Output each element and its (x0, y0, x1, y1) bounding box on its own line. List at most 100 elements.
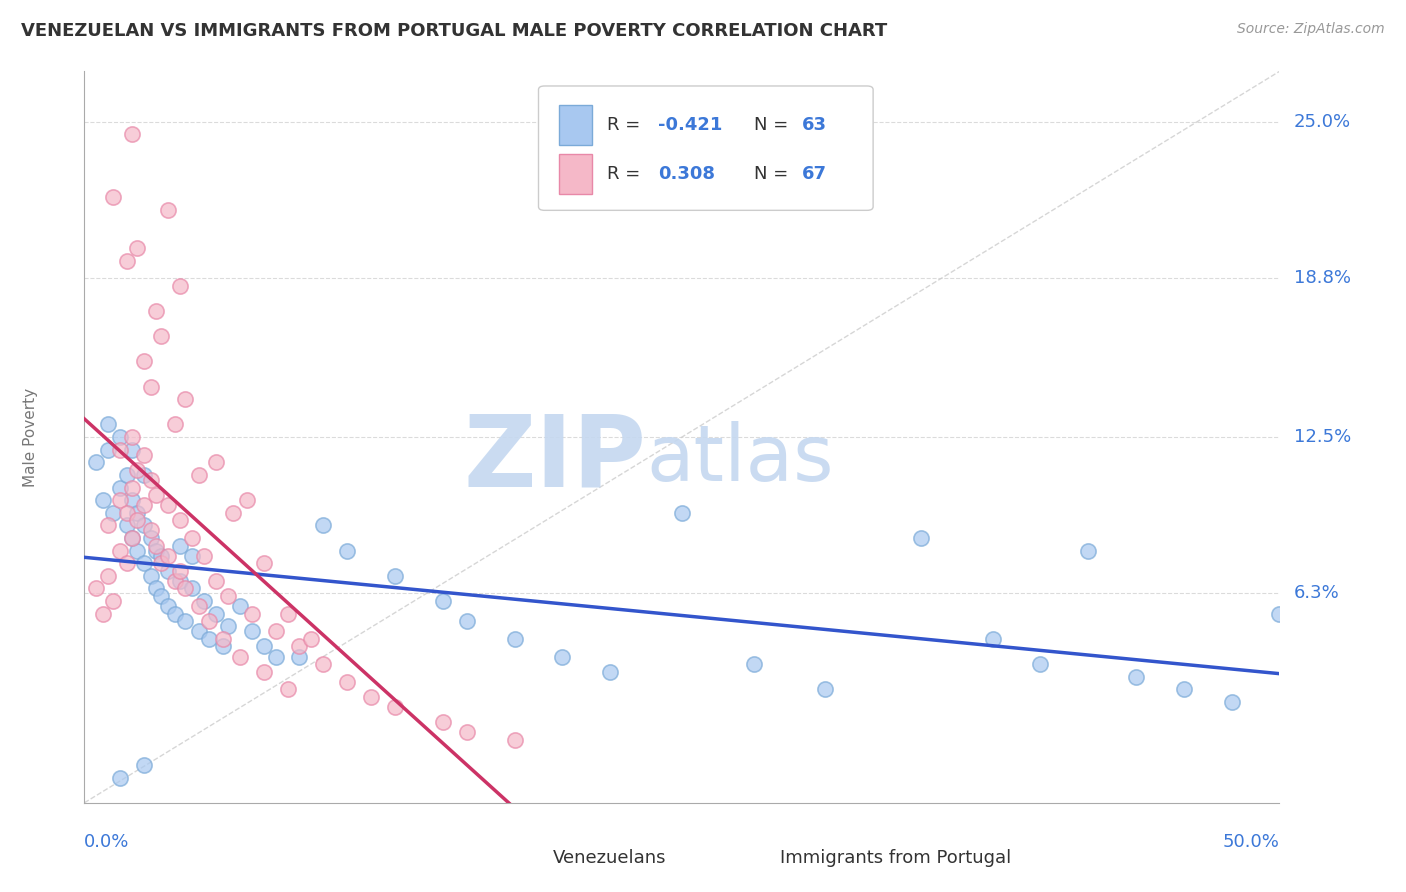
Point (149, 549, 172, 563)
Point (173, 392, 195, 407)
Point (910, 531, 932, 545)
Point (301, 632, 323, 646)
Text: Venezuelans: Venezuelans (553, 848, 666, 867)
Point (132, 448, 156, 462)
Text: N =: N = (754, 116, 793, 134)
Point (132, 467, 156, 482)
Point (157, 498, 180, 512)
Point (101, 506, 124, 520)
Point (117, 518, 139, 533)
Point (165, 574, 187, 588)
Point (1125, 670, 1147, 684)
Point (157, 564, 180, 578)
Point (117, 556, 139, 570)
Point (1268, 607, 1291, 621)
Point (288, 640, 311, 654)
Point (97, 417, 120, 432)
Point (336, 543, 359, 558)
Point (188, 624, 211, 639)
Point (181, 549, 204, 563)
Text: 67: 67 (801, 165, 827, 183)
Point (125, 506, 148, 520)
Point (432, 715, 454, 730)
Point (121, 493, 143, 508)
Text: 25.0%: 25.0% (1294, 112, 1351, 131)
Bar (558, 104, 592, 145)
Point (132, 518, 156, 533)
Text: 12.5%: 12.5% (1294, 428, 1351, 446)
Point (93, 493, 115, 508)
Point (456, 725, 478, 739)
FancyBboxPatch shape (538, 86, 873, 211)
Point (121, 531, 143, 545)
Point (212, 632, 235, 646)
Point (141, 531, 163, 545)
Point (125, 513, 148, 527)
Point (264, 624, 287, 639)
Point (217, 619, 239, 633)
Text: N =: N = (754, 165, 793, 183)
Point (742, 657, 765, 671)
Point (236, 493, 259, 508)
Point (141, 473, 163, 487)
Text: 6.3%: 6.3% (1294, 584, 1340, 602)
Point (277, 682, 299, 697)
Point (121, 430, 143, 444)
Point (165, 607, 187, 621)
Point (253, 556, 276, 570)
Point (503, 732, 526, 747)
Point (221, 506, 243, 520)
Point (277, 607, 299, 621)
Point (97, 518, 120, 533)
Point (145, 304, 167, 318)
Point (121, 531, 143, 545)
Point (173, 582, 195, 596)
Text: 0.0%: 0.0% (84, 833, 129, 851)
Point (125, 543, 148, 558)
Point (173, 614, 195, 628)
Point (253, 665, 276, 679)
Point (312, 657, 335, 671)
Point (205, 607, 228, 621)
Point (229, 649, 252, 664)
Point (97, 569, 120, 583)
Bar (748, 843, 773, 876)
Point (169, 574, 191, 588)
Text: 0.308: 0.308 (658, 165, 716, 183)
Point (157, 549, 180, 563)
Point (145, 543, 167, 558)
Point (121, 128, 143, 142)
Point (110, 771, 132, 785)
Text: Source: ZipAtlas.com: Source: ZipAtlas.com (1237, 22, 1385, 37)
Point (117, 506, 139, 520)
Point (169, 564, 191, 578)
Point (145, 488, 167, 502)
Point (217, 589, 239, 603)
Point (157, 599, 180, 613)
Point (503, 632, 526, 646)
Text: R =: R = (606, 165, 645, 183)
Point (193, 594, 215, 608)
Point (125, 463, 148, 477)
Point (165, 417, 187, 432)
Point (288, 649, 311, 664)
Point (110, 543, 132, 558)
Point (384, 700, 406, 714)
Text: 18.8%: 18.8% (1294, 269, 1351, 287)
Point (205, 574, 228, 588)
Point (981, 632, 1004, 646)
Point (132, 498, 156, 512)
Point (86, 455, 108, 469)
Point (1077, 543, 1099, 558)
Text: -0.421: -0.421 (658, 116, 723, 134)
Point (551, 649, 574, 664)
Text: atlas: atlas (647, 421, 834, 497)
Point (132, 354, 156, 368)
Point (141, 569, 163, 583)
Point (205, 455, 228, 469)
Bar (520, 843, 547, 876)
Point (456, 614, 478, 628)
Point (110, 430, 132, 444)
Point (193, 549, 215, 563)
Point (384, 569, 406, 583)
